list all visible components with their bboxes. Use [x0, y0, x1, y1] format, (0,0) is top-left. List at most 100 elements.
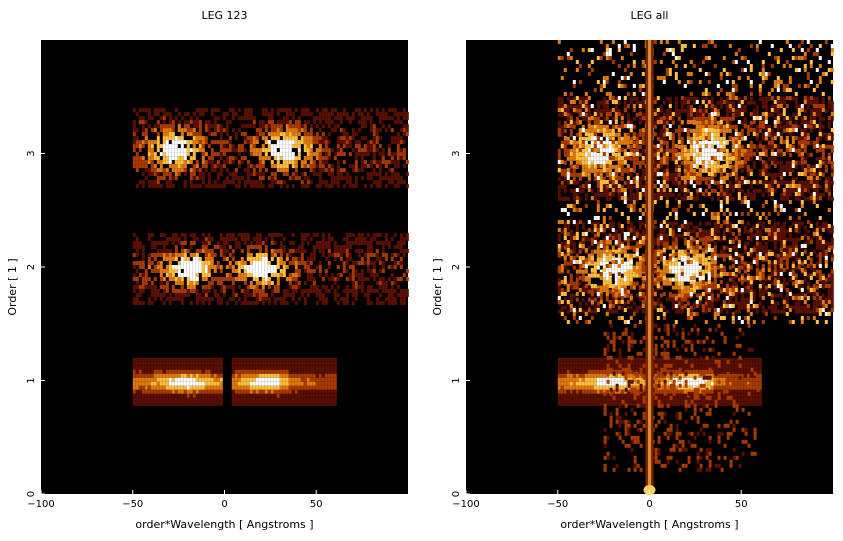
heatmap-cell	[315, 393, 319, 398]
heatmap-cell	[375, 128, 379, 133]
heatmap-cell	[381, 289, 385, 293]
heatmap-cell	[614, 249, 618, 254]
heatmap-cell	[213, 184, 217, 189]
heatmap-cell	[285, 365, 289, 370]
heatmap-cell	[291, 156, 295, 161]
heatmap-cell	[629, 253, 633, 258]
heatmap-cell	[698, 269, 702, 274]
heatmap-cell	[168, 164, 172, 169]
heatmap-cell	[243, 373, 247, 378]
heatmap-cell	[243, 132, 247, 137]
heatmap-cell	[608, 381, 612, 386]
heatmap-cell	[219, 140, 223, 145]
heatmap-cell	[707, 229, 711, 234]
heatmap-cell	[204, 136, 208, 141]
heatmap-cell	[725, 225, 729, 230]
heatmap-cell	[201, 261, 205, 265]
heatmap-cell	[566, 365, 570, 370]
heatmap-cell	[300, 401, 304, 406]
heatmap-cell	[596, 401, 600, 406]
heatmap-cell	[258, 357, 262, 362]
heatmap-cell	[336, 152, 340, 157]
heatmap-cell	[288, 241, 292, 245]
heatmap-cell	[743, 393, 747, 398]
heatmap-cell	[641, 261, 645, 266]
heatmap-cell	[267, 148, 271, 153]
heatmap-cell	[366, 261, 370, 265]
heatmap-cell	[629, 277, 633, 282]
heatmap-cell	[213, 397, 217, 402]
heatmap-cell	[396, 152, 400, 157]
heatmap-cell	[725, 281, 729, 286]
heatmap-cell	[791, 269, 795, 274]
heatmap-cell	[575, 297, 579, 302]
heatmap-cell	[369, 124, 373, 129]
heatmap-cell	[629, 269, 633, 274]
heatmap-cell	[183, 357, 187, 362]
heatmap-cell	[171, 365, 175, 370]
heatmap-cell	[207, 357, 211, 362]
heatmap-cell	[153, 377, 157, 382]
heatmap-cell	[192, 361, 196, 366]
heatmap-cell	[800, 221, 804, 226]
heatmap-cell	[273, 377, 277, 382]
heatmap-cell	[339, 245, 343, 249]
heatmap-cell	[240, 361, 244, 366]
heatmap-cell	[632, 265, 636, 270]
heatmap-cell	[219, 184, 223, 189]
heatmap-cell	[195, 249, 199, 253]
heatmap-cell	[207, 289, 211, 293]
heatmap-cell	[713, 249, 717, 254]
heatmap-cell	[204, 297, 208, 301]
heatmap-cell	[249, 108, 253, 113]
heatmap-cell	[360, 148, 364, 153]
heatmap-cell	[210, 393, 214, 398]
heatmap-cell	[195, 237, 199, 241]
heatmap-cell	[602, 365, 606, 370]
heatmap-cell	[557, 361, 561, 366]
heatmap-cell	[737, 401, 741, 406]
heatmap-cell	[578, 369, 582, 374]
heatmap-cell	[270, 112, 274, 117]
heatmap-cell	[216, 381, 220, 386]
heatmap-cell	[171, 152, 175, 157]
heatmap-cell	[584, 373, 588, 378]
heatmap-cell	[581, 261, 585, 266]
heatmap-cell	[806, 273, 810, 278]
heatmap-cell	[662, 397, 666, 402]
heatmap-cell	[183, 156, 187, 161]
heatmap-cell	[240, 116, 244, 121]
heatmap-cell	[237, 269, 241, 273]
heatmap-cell	[653, 281, 657, 286]
heatmap-cell	[342, 132, 346, 137]
heatmap-cell	[342, 237, 346, 241]
heatmap-cell	[740, 253, 744, 258]
y-tick-label: 2	[26, 264, 37, 270]
heatmap-cell	[653, 249, 657, 254]
heatmap-cell	[201, 369, 205, 374]
heatmap-cell	[177, 261, 181, 265]
heatmap-cell	[219, 381, 223, 386]
heatmap-cell	[243, 389, 247, 394]
heatmap-cell	[815, 269, 819, 274]
heatmap-cell	[725, 389, 729, 394]
heatmap-cell	[132, 369, 136, 374]
heatmap-cell	[611, 265, 615, 270]
heatmap-cell	[710, 281, 714, 286]
heatmap-cell	[186, 373, 190, 378]
heatmap-cell	[234, 389, 238, 394]
heatmap-cell	[258, 152, 262, 157]
heatmap-cell	[189, 361, 193, 366]
heatmap-cell	[731, 389, 735, 394]
heatmap-cell	[279, 128, 283, 133]
heatmap-cell	[276, 124, 280, 129]
heatmap-cell	[237, 144, 241, 149]
heatmap-cell	[704, 249, 708, 254]
heatmap-cell	[818, 301, 822, 306]
heatmap-cell	[381, 261, 385, 265]
heatmap-cell	[743, 225, 747, 230]
heatmap-cell	[279, 381, 283, 386]
heatmap-cell	[228, 261, 232, 265]
heatmap-cell	[132, 261, 136, 265]
heatmap-cell	[312, 136, 316, 141]
